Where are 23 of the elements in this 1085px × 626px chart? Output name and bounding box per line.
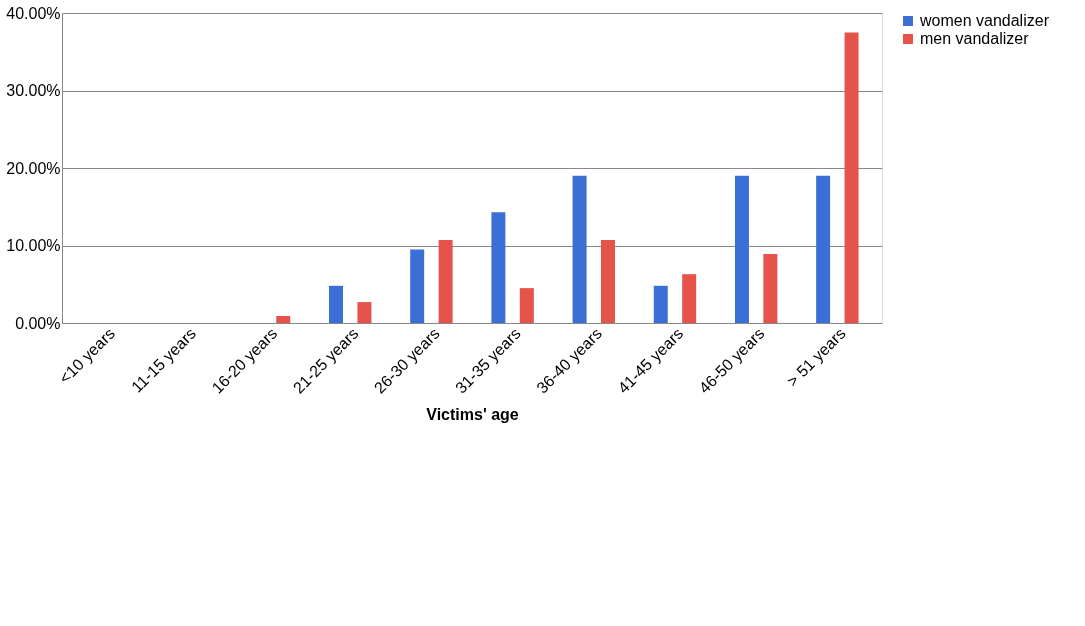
y-tick-label: 20.00% (6, 159, 61, 177)
bar (572, 175, 587, 323)
bar (763, 254, 778, 323)
y-tick-label: 0.00% (15, 314, 61, 332)
bar (276, 316, 291, 323)
y-tick-label: 30.00% (6, 82, 61, 99)
bar (491, 212, 506, 323)
y-tick-label: 10.00% (6, 237, 61, 254)
legend-label: men vandalizer (920, 30, 1030, 47)
bar (682, 274, 697, 323)
bar (600, 240, 615, 323)
bar (329, 285, 344, 323)
bar (816, 175, 831, 323)
bar (734, 175, 749, 323)
bar (653, 285, 668, 323)
bar (519, 288, 534, 323)
x-axis-title: Victims' age (426, 405, 519, 423)
legend-label: women vandalizer (919, 12, 1050, 29)
bar (410, 249, 425, 323)
bar (844, 32, 859, 323)
bar (438, 240, 453, 323)
bar (357, 302, 372, 323)
y-tick-label: 40.00% (6, 4, 61, 22)
